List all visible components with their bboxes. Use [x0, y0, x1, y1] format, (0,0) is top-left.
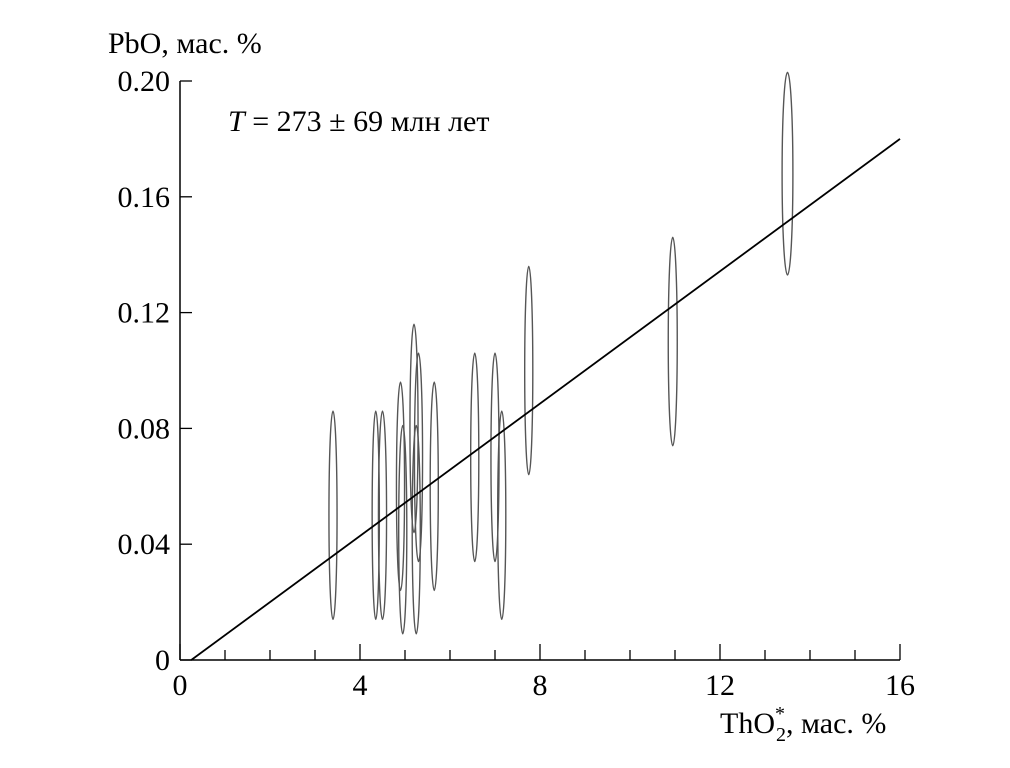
- data-ellipse: [395, 381, 406, 592]
- data-ellipse: [470, 352, 480, 563]
- data-ellipse: [524, 265, 534, 476]
- data-ellipse: [497, 410, 507, 621]
- x-tick-label: 16: [885, 669, 915, 702]
- x-tick-label: 12: [705, 669, 735, 702]
- age-annotation: T = 273 ± 69 млн лет: [228, 105, 489, 138]
- x-tick-label: 0: [173, 669, 188, 702]
- x-axis-label-base: ThO: [720, 707, 775, 740]
- y-tick-label: 0.12: [118, 297, 171, 330]
- x-tick-label: 8: [533, 669, 548, 702]
- data-ellipse: [411, 424, 422, 635]
- data-ellipses: [328, 71, 794, 635]
- y-tick-label: 0: [155, 644, 170, 677]
- data-ellipse: [409, 323, 419, 534]
- isochron-line: [190, 138, 901, 661]
- x-axis-label-subscript: 2: [776, 724, 786, 746]
- x-axis-label-rest: , мас. %: [786, 707, 886, 740]
- y-tick-label: 0.04: [118, 528, 171, 561]
- data-ellipse: [398, 424, 408, 635]
- data-ellipse: [371, 410, 381, 621]
- data-ellipse: [413, 352, 424, 563]
- axes: [179, 81, 900, 661]
- data-ellipse: [429, 381, 440, 592]
- x-axis-ticks: 0 4 8 12 16: [173, 644, 915, 702]
- data-ellipse: [781, 71, 794, 276]
- y-axis-label: PbO, мас. %: [108, 27, 262, 60]
- age-annotation-value: = 273 ± 69 млн лет: [245, 105, 490, 138]
- data-ellipse: [328, 410, 338, 621]
- y-axis-ticks: 0 0.04 0.08 0.12 0.16 0.20: [118, 65, 192, 677]
- y-tick-label: 0.16: [118, 181, 171, 214]
- x-axis-label-superscript: *: [775, 703, 785, 725]
- y-tick-label: 0.08: [118, 412, 171, 445]
- data-ellipse: [377, 410, 388, 621]
- data-ellipse: [667, 236, 678, 447]
- x-axis-label: ThO* 2, мас. %: [720, 703, 886, 746]
- age-annotation-variable: T: [228, 105, 247, 138]
- y-tick-label: 0.20: [118, 65, 171, 98]
- x-tick-label: 4: [353, 669, 368, 702]
- isochron-line-group: [190, 138, 901, 661]
